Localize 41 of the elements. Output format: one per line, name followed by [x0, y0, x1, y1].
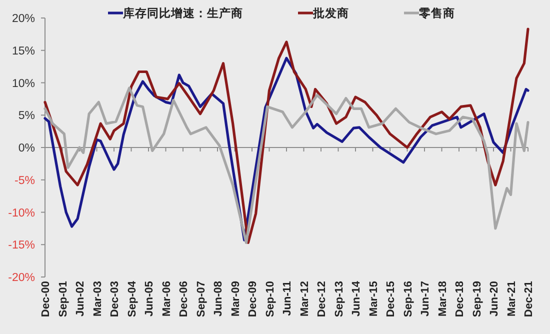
x-tick-label: Jun-08 — [212, 281, 224, 316]
x-tick-label: Sep-07 — [195, 281, 208, 318]
y-tick-label: 15% — [12, 45, 35, 58]
x-tick-label: Mar-09 — [230, 281, 242, 316]
y-tick-label: 10% — [12, 78, 35, 90]
x-tick-label: Sep-01 — [57, 281, 70, 318]
y-tick-label: -15% — [8, 240, 35, 252]
x-tick-label: Dec-09 — [247, 281, 259, 318]
y-tick-label: 5% — [18, 110, 35, 122]
x-tick-label: Jun-02 — [74, 281, 86, 316]
x-tick-label: Jun-17 — [420, 281, 432, 316]
x-tick-label: Mar-18 — [436, 281, 449, 316]
x-tick-label: Jun-14 — [350, 280, 362, 316]
x-tick-label: Mar-15 — [368, 281, 380, 316]
x-tick-label: Dec-18 — [454, 281, 466, 318]
y-tick-label: -10% — [8, 207, 35, 220]
x-tick-label: Mar-03 — [92, 281, 104, 316]
x-tick-label: Dec-06 — [178, 281, 190, 318]
x-tick-label: Jun-20 — [488, 281, 500, 316]
x-tick-label: Dec-21 — [523, 281, 535, 318]
x-tick-label: Sep-04 — [126, 280, 138, 318]
x-tick-label: Mar-06 — [160, 281, 173, 316]
x-tick-label: Dec-15 — [385, 281, 397, 318]
legend-label: 批发商 — [312, 6, 349, 20]
x-tick-label: Sep-10 — [264, 281, 276, 318]
x-tick-label: Mar-12 — [298, 281, 311, 316]
x-tick-label: Dec-00 — [40, 281, 52, 318]
y-tick-label: -5% — [14, 174, 35, 187]
x-tick-label: Dec-03 — [109, 281, 121, 318]
x-tick-label: Jun-05 — [144, 281, 156, 316]
x-tick-label: Sep-16 — [402, 281, 414, 318]
x-tick-label: Mar-21 — [506, 281, 518, 316]
y-tick-label: -20% — [8, 272, 35, 284]
y-tick-label: 20% — [12, 13, 35, 25]
legend-label: 零售商 — [418, 6, 455, 20]
x-tick-label: Jun-11 — [282, 281, 294, 316]
x-tick-label: Sep-19 — [471, 281, 484, 318]
x-tick-label: Dec-12 — [316, 281, 328, 318]
y-tick-label: 0% — [18, 142, 35, 154]
legend-label: 库存同比增速：生产商 — [122, 6, 243, 20]
x-tick-label: Sep-13 — [333, 281, 346, 318]
